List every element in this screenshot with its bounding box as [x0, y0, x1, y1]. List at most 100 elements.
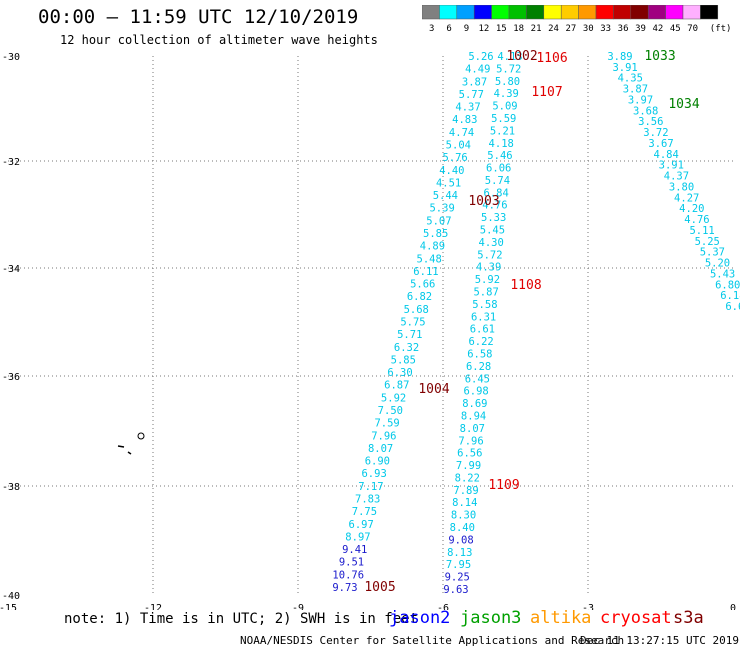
latitude-tick-label: -34 — [2, 264, 20, 275]
swh-value: 5.07 — [426, 215, 451, 227]
latitude-tick-label: -38 — [2, 482, 20, 493]
swh-value: 4.30 — [479, 237, 504, 249]
swh-value: 5.33 — [481, 212, 506, 224]
swh-value: 8.13 — [447, 547, 472, 559]
swh-value: 5.11 — [689, 225, 714, 237]
swh-value: 9.08 — [448, 534, 473, 546]
swh-value: 7.99 — [456, 460, 481, 472]
swh-value: 5.92 — [475, 274, 500, 286]
swh-value: 5.21 — [490, 125, 515, 137]
swh-value: 6.56 — [457, 448, 482, 460]
axis-ticks: -15 -12 -9 -6 -3 0-30-32-34-36-38-40 — [0, 52, 736, 610]
swh-value: 5.72 — [496, 63, 521, 75]
swh-value: 4.27 — [674, 192, 699, 204]
swh-value: 5.71 — [397, 329, 422, 341]
credit-line: NOAA/NESDIS Center for Satellite Applica… — [240, 634, 625, 647]
legend-label: 30 — [583, 24, 594, 34]
swh-value: 6.61 — [470, 324, 495, 336]
swh-value: 5.04 — [446, 140, 471, 152]
legend-label: 39 — [635, 24, 646, 34]
time-marker: 1109 — [488, 478, 519, 493]
swh-value: 8.07 — [460, 423, 485, 435]
swh-value: 5.46 — [487, 150, 512, 162]
swh-value: 5.26 — [468, 51, 493, 63]
swh-value: 5.37 — [700, 247, 725, 259]
time-marker: 1004 — [418, 382, 449, 397]
latitude-tick-label: -30 — [2, 52, 20, 63]
satellite-jason2-label: jason2 — [389, 608, 451, 628]
swh-value: 6.22 — [468, 336, 493, 348]
swh-value: 7.96 — [371, 430, 396, 442]
swh-value: 4.74 — [449, 127, 474, 139]
altimeter-tracks: 5.264.493.875.774.374.834.745.045.764.40… — [332, 51, 740, 596]
swh-value: 5.85 — [423, 228, 448, 240]
swh-value: 6.61 — [725, 301, 740, 313]
swh-value: 5.66 — [410, 279, 435, 291]
swh-value: 9.63 — [443, 584, 468, 596]
swh-value: 4.49 — [465, 64, 490, 76]
legend-label: 33 — [600, 24, 611, 34]
swh-value: 5.58 — [472, 299, 497, 311]
time-marker: 1106 — [536, 51, 567, 66]
swh-value: 5.74 — [485, 175, 510, 187]
swh-value: 5.85 — [391, 354, 416, 366]
legend-label: 18 — [513, 24, 524, 34]
swh-value: 5.20 — [705, 258, 730, 270]
swh-value: 6.98 — [463, 386, 488, 398]
satellite-cryosat-label: cryosat — [600, 608, 672, 628]
swh-value: 6.06 — [486, 163, 511, 175]
swh-value: 6.58 — [467, 348, 492, 360]
swh-value: 5.39 — [429, 203, 454, 215]
swh-value: 5.72 — [477, 249, 502, 261]
map-title: 00:00 – 11:59 UTC 12/10/2019 — [38, 6, 359, 28]
swh-value: 6.80 — [715, 279, 740, 291]
color-legend: 3 6 9 12 15 18 21 24 27 30 33 36 39 42 45 70 (ft) — [422, 5, 732, 34]
legend-label: 12 — [478, 24, 489, 34]
time-marker: 1003 — [468, 194, 499, 209]
legend-label: 9 — [464, 24, 469, 34]
swh-value: 6.18 — [720, 290, 740, 302]
swh-value: 4.18 — [489, 138, 514, 150]
swh-value: 8.30 — [451, 510, 476, 522]
time-marker: 1033 — [644, 49, 675, 64]
swh-value: 8.07 — [368, 443, 393, 455]
swh-value: 6.32 — [394, 342, 419, 354]
swh-value: 3.87 — [462, 76, 487, 88]
swh-value: 6.28 — [466, 361, 491, 373]
legend-label: 70 — [687, 24, 698, 34]
swh-value: 3.56 — [638, 116, 663, 128]
swh-value: 6.11 — [413, 266, 438, 278]
swh-value: 4.39 — [476, 262, 501, 274]
time-marker: 1108 — [510, 278, 541, 293]
swh-value: 6.82 — [407, 291, 432, 303]
swh-value: 4.76 — [684, 214, 709, 226]
satellite-s3a-label: s3a — [673, 608, 704, 628]
legend-label: 45 — [670, 24, 681, 34]
footnote: note: 1) Time is in UTC; 2) SWH is in fe… — [64, 611, 419, 627]
legend-label: 24 — [548, 24, 559, 34]
time-marker: 1034 — [668, 97, 699, 112]
satellite-jason3-label: jason3 — [460, 608, 522, 628]
satellite-altika-label: altika — [530, 608, 592, 628]
swh-value: 3.97 — [628, 94, 653, 106]
longitude-tick-label: -3 — [582, 603, 594, 610]
swh-value: 4.39 — [494, 88, 519, 100]
swh-value: 5.92 — [381, 392, 406, 404]
swh-value: 3.89 — [607, 51, 632, 63]
swh-value: 6.93 — [361, 468, 386, 480]
swh-value: 6.97 — [349, 519, 374, 531]
longitude-tick-label: -12 — [144, 603, 162, 610]
swh-value: 8.40 — [450, 522, 475, 534]
swh-value: 7.96 — [458, 435, 483, 447]
legend-unit: (ft) — [710, 24, 732, 34]
swh-value: 6.30 — [387, 367, 412, 379]
swh-value: 4.20 — [679, 203, 704, 215]
swh-value: 5.59 — [491, 113, 516, 125]
swh-value: 5.43 — [710, 268, 735, 280]
swh-value: 5.48 — [417, 253, 442, 265]
swh-value: 3.72 — [643, 127, 668, 139]
swh-value: 7.17 — [358, 481, 383, 493]
swh-value: 5.75 — [400, 317, 425, 329]
swh-value: 4.89 — [420, 241, 445, 253]
